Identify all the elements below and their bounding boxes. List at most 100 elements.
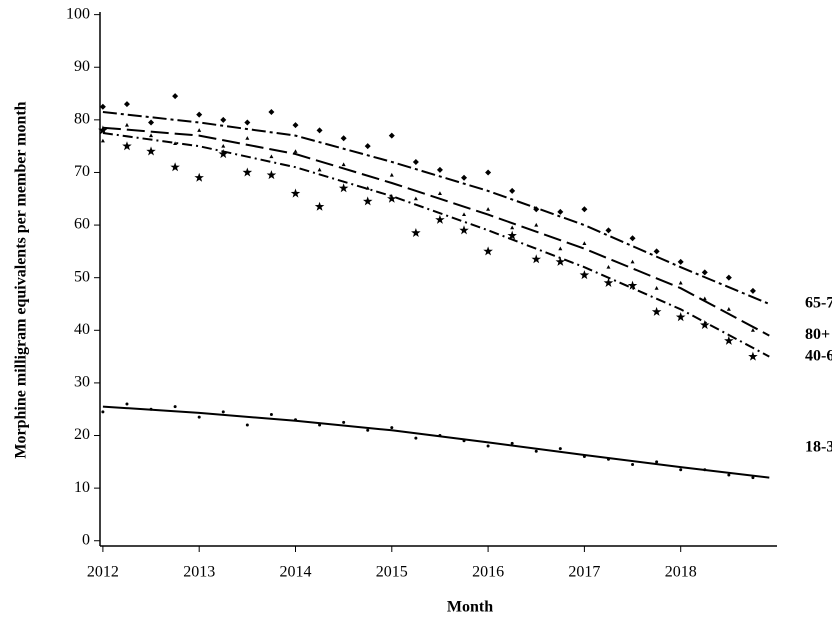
point: [557, 208, 564, 215]
x-tick-label: 2018: [665, 564, 697, 581]
point: [98, 125, 108, 135]
point: [510, 225, 515, 230]
point: [750, 328, 755, 332]
y-tick-label: 100: [66, 5, 90, 22]
point: [700, 320, 710, 330]
point: [170, 162, 180, 172]
point: [510, 441, 514, 445]
point: [509, 187, 516, 194]
point: [221, 410, 225, 414]
point: [555, 256, 566, 266]
point: [727, 473, 731, 477]
point: [486, 444, 490, 448]
point: [387, 193, 397, 203]
point: [485, 169, 492, 176]
point: [534, 449, 538, 453]
point: [100, 138, 105, 143]
point: [630, 259, 635, 264]
point: [220, 116, 227, 123]
point: [677, 258, 684, 265]
point: [679, 468, 683, 472]
point: [340, 135, 347, 142]
series-label: 65-79: [805, 295, 832, 312]
series-label: 18-39: [805, 438, 832, 455]
point: [173, 141, 178, 146]
point: [244, 119, 251, 126]
x-tick-label: 2014: [279, 564, 311, 581]
point: [701, 269, 708, 276]
x-tick-label: 2013: [183, 564, 215, 581]
point: [101, 410, 105, 414]
point: [531, 254, 541, 264]
x-tick-label: 2017: [568, 564, 600, 581]
series-label: 40-64: [805, 347, 832, 364]
point: [631, 462, 635, 466]
point: [341, 162, 346, 167]
point: [242, 167, 253, 177]
point: [748, 351, 758, 361]
point: [194, 172, 204, 182]
point: [124, 122, 129, 127]
y-tick-label: 60: [74, 216, 90, 233]
point: [196, 111, 203, 118]
point: [388, 132, 395, 139]
y-tick-label: 0: [82, 531, 90, 548]
point: [269, 154, 274, 159]
point: [726, 307, 731, 311]
point: [653, 248, 660, 255]
x-tick-label: 2012: [87, 564, 119, 581]
point: [486, 207, 491, 211]
point: [266, 170, 277, 180]
point: [221, 143, 226, 148]
point: [459, 225, 469, 235]
point: [582, 241, 587, 245]
point: [316, 127, 323, 134]
point: [269, 412, 273, 416]
point: [749, 287, 756, 294]
point: [292, 122, 299, 129]
point: [605, 227, 612, 234]
point: [435, 214, 445, 224]
trend-line: [102, 132, 770, 358]
point: [558, 246, 563, 251]
point: [197, 415, 201, 419]
point: [290, 188, 301, 198]
point: [218, 149, 228, 159]
point: [725, 274, 732, 281]
point: [268, 108, 275, 115]
point: [149, 133, 154, 138]
x-tick-label: 2015: [376, 564, 408, 581]
point: [148, 119, 155, 126]
y-tick-label: 10: [74, 479, 90, 496]
point: [122, 141, 132, 151]
point: [364, 143, 371, 150]
point: [314, 201, 325, 211]
point: [606, 264, 611, 269]
point: [654, 286, 659, 290]
point: [724, 335, 734, 345]
point: [483, 246, 493, 256]
point: [437, 191, 442, 196]
y-tick-label: 40: [74, 321, 90, 338]
point: [125, 402, 129, 406]
point: [414, 436, 418, 440]
point: [629, 235, 636, 242]
point: [436, 166, 443, 173]
point: [534, 222, 539, 227]
y-tick-label: 50: [74, 268, 90, 285]
point: [245, 423, 249, 427]
point: [651, 306, 662, 316]
x-axis-label: Month: [447, 599, 493, 616]
point: [702, 296, 707, 301]
point: [146, 146, 156, 156]
point: [412, 158, 419, 165]
y-axis-label: Morphine milligram equivalents per membe…: [13, 101, 30, 458]
y-tick-label: 20: [74, 426, 90, 443]
x-tick-label: 2016: [472, 564, 504, 581]
point: [461, 174, 468, 181]
point: [123, 101, 130, 108]
point: [338, 183, 349, 193]
y-tick-label: 90: [74, 58, 90, 75]
